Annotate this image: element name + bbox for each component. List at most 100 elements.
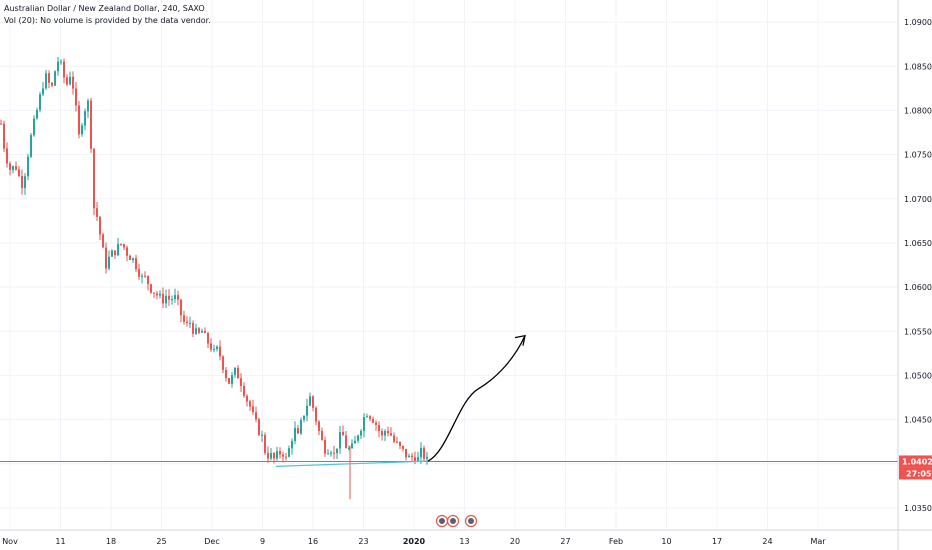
x-tick-label: 24 <box>762 537 772 546</box>
candle <box>87 98 89 118</box>
candle <box>15 161 17 171</box>
candle <box>39 91 41 113</box>
candle <box>288 445 290 458</box>
candle <box>51 81 53 88</box>
candle <box>255 406 257 423</box>
candle <box>84 108 86 131</box>
candle <box>132 257 134 263</box>
x-tick-label: 17 <box>712 537 722 546</box>
candle <box>129 254 131 261</box>
candle <box>174 288 176 303</box>
candle <box>402 445 404 452</box>
y-tick-label: 1.08000 <box>904 106 932 115</box>
candle <box>141 273 143 284</box>
candle <box>120 243 122 247</box>
x-tick-label: 13 <box>459 537 469 546</box>
last-price-label: 1.04026 <box>902 457 932 466</box>
candle <box>48 70 50 89</box>
event-markers[interactable] <box>435 514 478 528</box>
candle <box>321 427 323 441</box>
candle <box>282 451 284 463</box>
candle <box>303 415 305 423</box>
candle <box>165 289 167 309</box>
candle <box>369 415 371 422</box>
candle <box>357 434 359 444</box>
y-tick-label: 1.06500 <box>904 239 932 248</box>
volume-legend: Vol (20): No volume is provided by the d… <box>4 16 211 25</box>
candle <box>72 71 74 95</box>
candle <box>297 424 299 435</box>
drawing-overlays <box>0 334 898 467</box>
y-tick-label: 1.09000 <box>904 18 932 27</box>
candle <box>24 173 26 195</box>
last-price-tag <box>899 455 932 468</box>
x-tick-label: 9 <box>260 537 265 546</box>
candle <box>264 432 266 456</box>
candle <box>57 56 59 76</box>
candle <box>69 71 71 86</box>
event-marker-icon[interactable] <box>435 514 449 528</box>
candle <box>360 429 362 440</box>
candle <box>123 243 125 250</box>
candle <box>387 426 389 437</box>
candle <box>258 417 260 436</box>
candle <box>390 427 392 437</box>
candle <box>345 431 347 449</box>
y-tick-label: 1.03500 <box>904 504 932 513</box>
candle <box>105 242 107 274</box>
price-axis[interactable]: 1.09000 1.08500 1.08000 1.07500 1.07000 1.065… <box>897 0 932 550</box>
candle <box>252 399 254 415</box>
candle <box>408 453 410 458</box>
candle <box>189 316 191 329</box>
candle <box>420 442 422 464</box>
countdown-tag <box>899 467 932 480</box>
x-tick-label: 27 <box>560 537 570 546</box>
candle <box>351 439 353 450</box>
candle <box>405 448 407 461</box>
candle <box>183 310 185 325</box>
candle <box>78 100 80 139</box>
candle <box>234 367 236 378</box>
candle <box>243 382 245 398</box>
candle <box>180 299 182 323</box>
candle <box>363 413 365 438</box>
candle <box>237 365 239 379</box>
support-trendline[interactable] <box>275 460 428 467</box>
candle <box>3 120 5 153</box>
candle <box>339 426 341 454</box>
event-marker-icon[interactable] <box>446 514 460 528</box>
x-tick-label: Dec <box>204 537 219 546</box>
x-tick-label: 2020 <box>403 537 426 546</box>
candle <box>159 290 161 299</box>
candle <box>210 338 212 352</box>
candle <box>222 355 224 374</box>
event-marker-icon[interactable] <box>464 514 478 528</box>
y-tick-label: 1.04500 <box>904 416 932 425</box>
candle <box>240 373 242 393</box>
candle <box>168 289 170 306</box>
candle <box>327 449 329 455</box>
candle <box>21 169 23 195</box>
candle <box>306 398 308 422</box>
candle <box>324 436 326 457</box>
candle <box>45 69 47 91</box>
candle <box>27 153 29 181</box>
candle <box>312 395 314 412</box>
candle <box>195 323 197 335</box>
candle <box>300 417 302 436</box>
candlestick-series <box>0 56 428 500</box>
x-tick-label: 18 <box>106 537 116 546</box>
candle <box>204 327 206 334</box>
candle <box>249 399 251 411</box>
candle <box>267 446 269 463</box>
candle <box>75 82 77 112</box>
candle <box>396 436 398 444</box>
candle <box>318 420 320 436</box>
time-axis[interactable]: Nov 11 18 25 Dec 9 16 23 2020 13 20 27 Feb 10 17 24 Mar <box>0 529 932 546</box>
candle <box>426 451 428 465</box>
drawn-arrow[interactable] <box>427 335 526 462</box>
symbol-title[interactable]: Australian Dollar / New Zealand Dollar, … <box>4 4 205 13</box>
candle <box>126 245 128 262</box>
candle <box>315 406 317 426</box>
